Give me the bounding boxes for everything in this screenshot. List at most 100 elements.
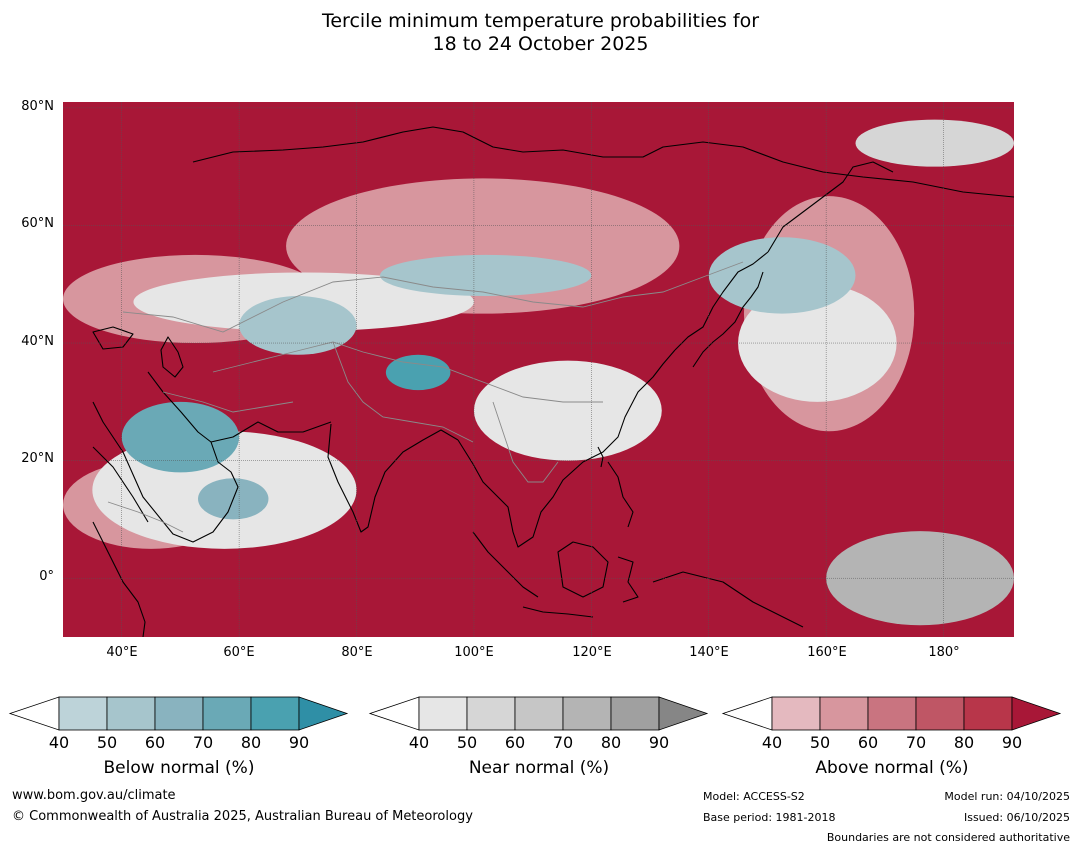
above-tick-90: 90 [1001, 733, 1023, 752]
above-tick-70: 70 [905, 733, 927, 752]
colorbar-segment [819, 696, 869, 731]
colorbar-segment [154, 696, 204, 731]
base-period-text: Base period: 1981-2018 [703, 811, 836, 824]
colorbar-extend-high [658, 696, 709, 731]
lat-label-20n: 20°N [21, 451, 54, 466]
coastline-arctic [192, 126, 1014, 198]
region-near-50 [855, 119, 1014, 167]
issued-text: Issued: 06/10/2025 [963, 811, 1070, 824]
lat-label-0: 0° [39, 569, 54, 584]
region-near-40 [473, 360, 662, 461]
lon-label-80e: 80°E [341, 645, 373, 660]
below-tick-90: 90 [288, 733, 310, 752]
below-tick-50: 50 [96, 733, 118, 752]
colorbar-segment [610, 696, 660, 731]
lon-label-160e: 160°E [807, 645, 847, 660]
lat-label-60n: 60°N [21, 216, 54, 231]
boundaries-note: Boundaries are not considered authoritat… [826, 831, 1070, 844]
colorbar-extend-high [1011, 696, 1062, 731]
coastline-borneo [557, 541, 609, 598]
title-line-1: Tercile minimum temperature probabilitie… [321, 10, 760, 32]
colorbar-segment [915, 696, 965, 731]
country-borders [107, 261, 744, 533]
below-tick-80: 80 [240, 733, 262, 752]
coastline-india [327, 423, 459, 533]
region-below-50 [380, 254, 592, 297]
region-below-50 [239, 296, 357, 355]
coastline-philippines [607, 461, 634, 528]
probability-map [63, 102, 1014, 637]
lat-label-80n: 80°N [21, 99, 54, 114]
near-tick-80: 80 [600, 733, 622, 752]
coastline-se-asia [457, 349, 676, 548]
lon-label-180: 180° [928, 645, 960, 660]
coastline-sumatra [472, 531, 539, 598]
region-below-50 [708, 237, 856, 314]
colorbar-below-normal [8, 696, 349, 731]
colorbar-near-normal [368, 696, 709, 731]
coastline-china [674, 251, 769, 351]
above-normal-label: Above normal (%) [815, 758, 969, 778]
coastline-caspian [160, 336, 184, 378]
colorbar-extend-low [8, 696, 60, 731]
below-normal-label: Below normal (%) [103, 758, 255, 778]
lon-label-120e: 120°E [572, 645, 612, 660]
colorbar-segment [418, 696, 468, 731]
colorbar-segment [771, 696, 821, 731]
coastline-java [522, 606, 594, 618]
colorbar-segment [963, 696, 1013, 731]
lon-label-40e: 40°E [106, 645, 138, 660]
coastline-russia-pacific [767, 161, 894, 253]
lon-label-100e: 100°E [454, 645, 494, 660]
colorbar-segment [514, 696, 564, 731]
coastline-sulawesi [617, 556, 639, 603]
colorbar-segment [202, 696, 252, 731]
lon-label-60e: 60°E [223, 645, 255, 660]
colorbar-segment [250, 696, 300, 731]
region-below-80 [385, 354, 451, 391]
copyright-text: © Commonwealth of Australia 2025, Austra… [12, 809, 473, 824]
chart-title: Tercile minimum temperature probabilitie… [0, 10, 1081, 56]
coastline-red-sea [92, 446, 149, 523]
above-tick-50: 50 [809, 733, 831, 752]
coastline-africa [92, 521, 146, 637]
above-tick-80: 80 [953, 733, 975, 752]
colorbar-extend-high [298, 696, 349, 731]
coastline-iran [210, 421, 332, 443]
region-below-70 [121, 401, 240, 473]
near-normal-label: Near normal (%) [468, 758, 610, 778]
coastline-japan [692, 271, 764, 368]
map-grid [63, 102, 1014, 637]
above-tick-60: 60 [857, 733, 879, 752]
colorbar-segment [562, 696, 612, 731]
colorbar-segment [466, 696, 516, 731]
coastlines [92, 126, 1014, 637]
colorbar-extend-low [721, 696, 773, 731]
coastline-new-guinea [652, 571, 804, 628]
lon-label-140e: 140°E [689, 645, 729, 660]
website-link[interactable]: www.bom.gov.au/climate [12, 788, 176, 803]
colorbar-segment [106, 696, 156, 731]
near-tick-40: 40 [408, 733, 430, 752]
colorbar-extend-low [368, 696, 420, 731]
below-tick-60: 60 [144, 733, 166, 752]
region-near-70 [826, 531, 1014, 626]
model-text: Model: ACCESS-S2 [703, 790, 805, 803]
coastline-black-sea [92, 326, 134, 350]
colorbar-segment [867, 696, 917, 731]
near-tick-90: 90 [648, 733, 670, 752]
coastline-taiwan [597, 446, 604, 468]
lat-label-40n: 40°N [21, 334, 54, 349]
near-tick-70: 70 [552, 733, 574, 752]
probability-regions [63, 102, 1014, 637]
near-tick-60: 60 [504, 733, 526, 752]
colorbar-segment [58, 696, 108, 731]
above-tick-40: 40 [761, 733, 783, 752]
model-run-text: Model run: 04/10/2025 [944, 790, 1070, 803]
title-line-2: 18 to 24 October 2025 [432, 33, 649, 55]
below-tick-70: 70 [192, 733, 214, 752]
coastline-arabia [92, 371, 239, 543]
near-tick-50: 50 [456, 733, 478, 752]
colorbar-above-normal [721, 696, 1062, 731]
map-svg [63, 102, 1014, 637]
